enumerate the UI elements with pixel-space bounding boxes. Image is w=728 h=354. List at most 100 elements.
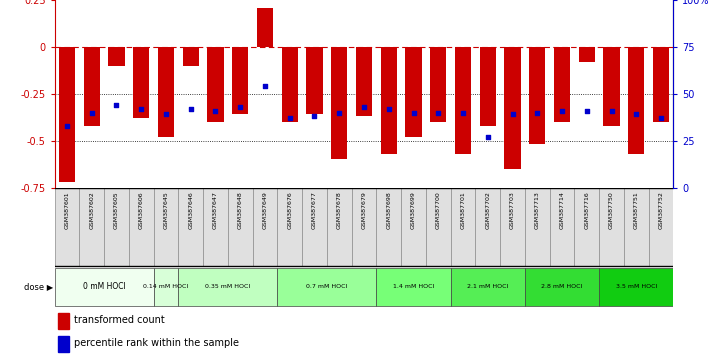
Text: GSM387698: GSM387698 (387, 192, 391, 229)
Text: GSM387700: GSM387700 (436, 192, 440, 229)
Bar (277, 268, 376, 306)
Bar (500, 188, 525, 266)
Bar (451, 268, 525, 306)
Bar (104, 188, 129, 266)
Point (556, 108, 568, 114)
Bar (376, 188, 401, 266)
Text: GSM387647: GSM387647 (213, 192, 218, 229)
Bar (624, 188, 649, 266)
Text: 3.5 mM HOCl: 3.5 mM HOCl (616, 284, 657, 289)
Bar (628, 47, 644, 154)
Text: GSM387606: GSM387606 (139, 192, 143, 229)
Point (606, 108, 617, 114)
Bar (550, 188, 574, 266)
Bar (430, 47, 446, 122)
Text: GSM387645: GSM387645 (164, 192, 168, 229)
Bar (451, 188, 475, 266)
Bar (405, 47, 422, 137)
Text: 1.4 mM HOCl: 1.4 mM HOCl (393, 284, 434, 289)
Point (581, 108, 593, 114)
Text: dose ▶: dose ▶ (24, 282, 53, 291)
Bar (480, 47, 496, 126)
Point (457, 110, 469, 115)
Text: 0.7 mM HOCl: 0.7 mM HOCl (306, 284, 347, 289)
Bar (183, 47, 199, 65)
Point (655, 115, 667, 121)
Bar (129, 188, 154, 266)
Bar (228, 188, 253, 266)
Text: 0 mM HOCl: 0 mM HOCl (83, 282, 125, 291)
Point (531, 110, 543, 115)
Text: percentile rank within the sample: percentile rank within the sample (74, 338, 240, 348)
Point (383, 106, 395, 112)
Bar (525, 268, 599, 306)
Bar (331, 47, 347, 159)
Bar (574, 188, 599, 266)
Text: GSM387602: GSM387602 (90, 192, 94, 229)
Bar (381, 47, 397, 154)
Text: transformed count: transformed count (74, 315, 165, 325)
Bar (599, 188, 624, 266)
Text: 2.1 mM HOCl: 2.1 mM HOCl (467, 284, 508, 289)
Bar (253, 188, 277, 266)
Bar (426, 188, 451, 266)
Text: GSM387716: GSM387716 (585, 192, 589, 229)
Text: GSM387699: GSM387699 (411, 192, 416, 229)
Bar (475, 188, 500, 266)
Text: GSM387601: GSM387601 (65, 192, 69, 229)
Point (408, 110, 419, 115)
Bar (257, 7, 273, 47)
Bar (554, 47, 570, 122)
Bar (277, 188, 302, 266)
Bar (158, 47, 174, 137)
Text: GSM387703: GSM387703 (510, 192, 515, 229)
Bar (178, 188, 203, 266)
Point (630, 112, 642, 117)
Bar (599, 268, 673, 306)
Point (309, 114, 320, 119)
Bar (282, 47, 298, 122)
Bar (455, 47, 471, 154)
Bar (154, 268, 178, 306)
Bar (55, 268, 154, 306)
Point (432, 110, 444, 115)
Bar (327, 188, 352, 266)
Point (135, 106, 147, 112)
Point (160, 112, 172, 117)
Bar (401, 188, 426, 266)
Bar (525, 188, 550, 266)
Bar (376, 268, 451, 306)
Bar (579, 47, 595, 62)
Bar (55, 188, 79, 266)
Point (507, 112, 518, 117)
Text: GSM387701: GSM387701 (461, 192, 465, 229)
Point (61, 123, 73, 129)
Point (333, 110, 345, 115)
Text: GSM387752: GSM387752 (659, 192, 663, 229)
Text: GSM387649: GSM387649 (263, 192, 267, 229)
Bar (505, 47, 521, 169)
Bar (306, 47, 323, 114)
Bar (649, 188, 673, 266)
Point (86, 110, 98, 115)
Bar (178, 268, 277, 306)
Point (482, 134, 494, 140)
Point (185, 106, 197, 112)
Point (284, 115, 296, 121)
Text: 0.14 mM HOCl: 0.14 mM HOCl (143, 284, 189, 289)
Text: GSM387679: GSM387679 (362, 192, 366, 229)
Bar (84, 47, 100, 126)
Bar (207, 47, 223, 122)
Bar (356, 47, 372, 116)
Bar (108, 47, 124, 65)
Text: GSM387751: GSM387751 (634, 192, 638, 229)
Point (210, 108, 221, 114)
Bar (79, 188, 104, 266)
Text: 0.35 mM HOCl: 0.35 mM HOCl (205, 284, 250, 289)
Text: GSM387713: GSM387713 (535, 192, 539, 229)
Bar (154, 188, 178, 266)
Bar (604, 47, 620, 126)
Bar (59, 47, 75, 182)
Bar (352, 188, 376, 266)
Text: GSM387605: GSM387605 (114, 192, 119, 229)
